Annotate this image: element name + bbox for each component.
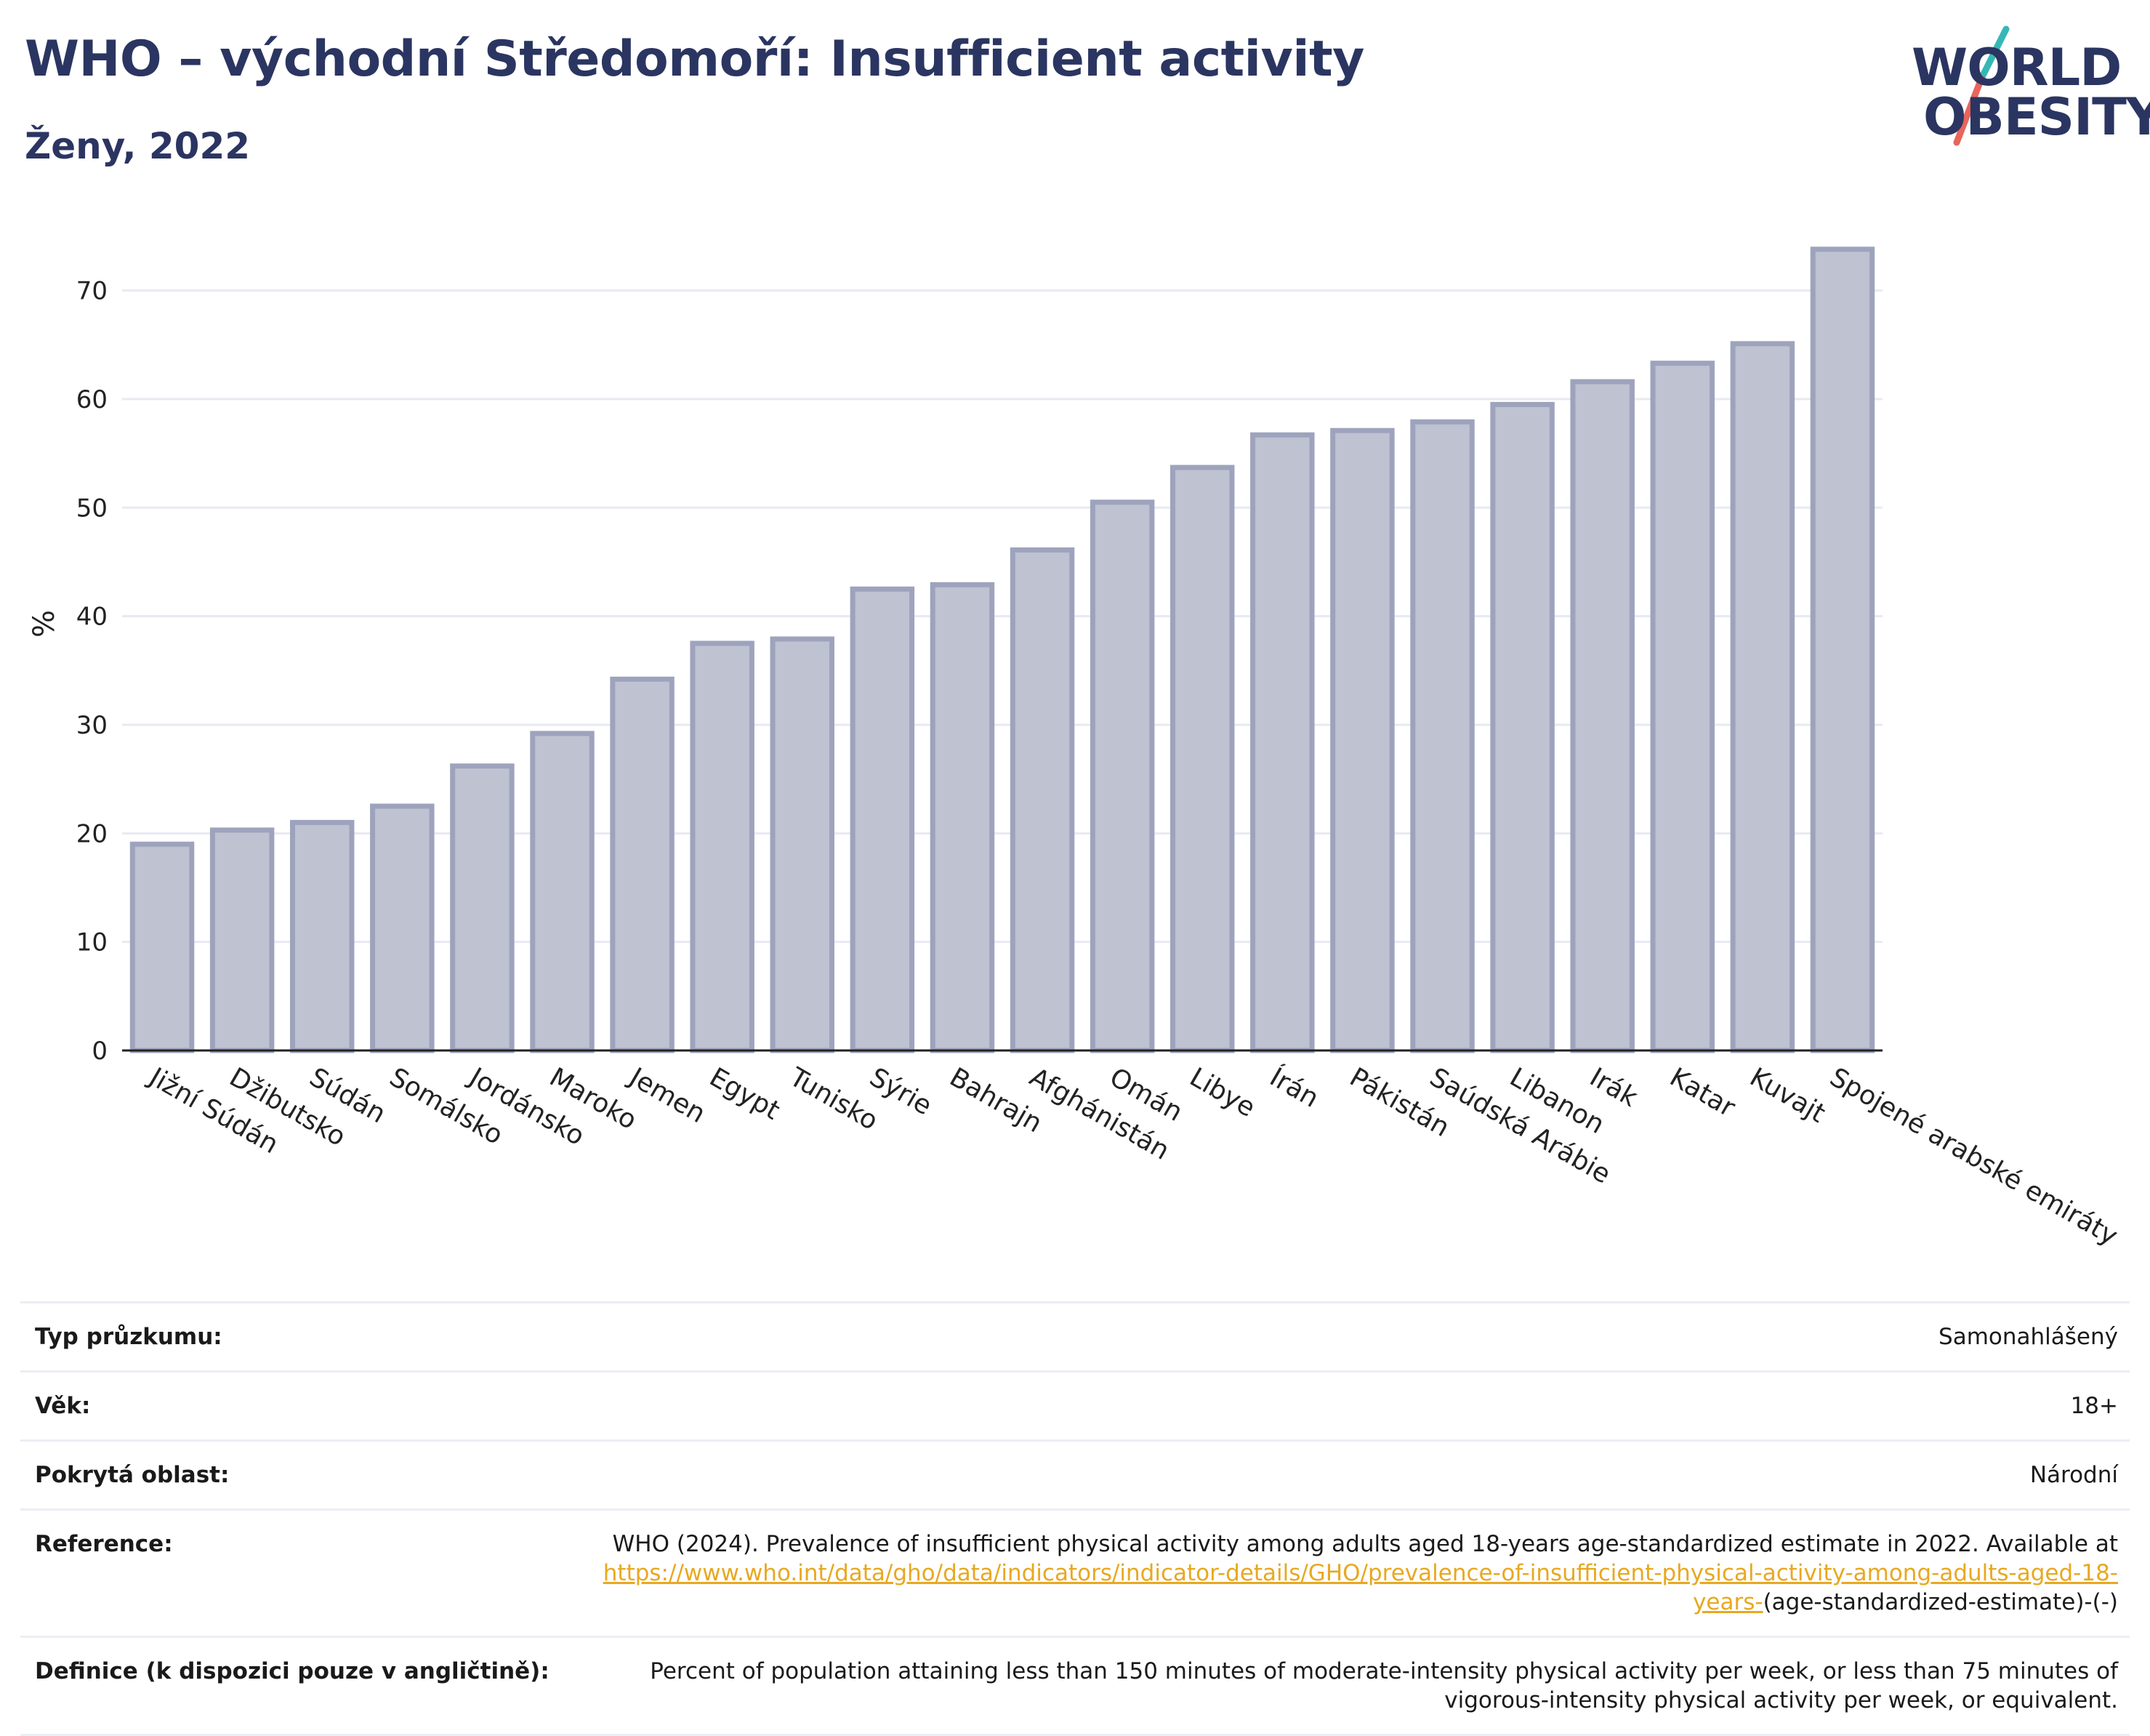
info-table: Typ průzkumu: Samonahlášený Věk: 18+ Pok… — [20, 1301, 2130, 1736]
x-tick-label: Libye — [1185, 1062, 1260, 1123]
y-tick-label: 50 — [76, 494, 108, 523]
area-label: Pokrytá oblast: — [35, 1462, 230, 1488]
bar — [770, 636, 835, 1053]
survey-value: Samonahlášený — [1938, 1324, 2118, 1350]
y-tick-label: 60 — [76, 385, 108, 414]
bar — [1490, 401, 1555, 1053]
bar — [530, 731, 595, 1053]
x-tick-label: Bahrajn — [944, 1062, 1047, 1138]
info-row-age: Věk: 18+ — [20, 1370, 2130, 1439]
y-axis-label: % — [28, 610, 61, 638]
age-label: Věk: — [35, 1393, 91, 1419]
y-tick-label: 10 — [76, 928, 108, 957]
world-obesity-logo: WORLD OBESITY — [1890, 20, 2150, 158]
bar — [289, 819, 355, 1053]
y-tick-label: 70 — [76, 277, 108, 306]
info-row-reference: Reference: WHO (2024). Prevalence of ins… — [20, 1508, 2130, 1636]
bar — [1570, 379, 1635, 1053]
bar — [610, 676, 675, 1053]
bar — [1410, 419, 1475, 1053]
bar — [850, 586, 915, 1053]
info-row-area: Pokrytá oblast: Národní — [20, 1439, 2130, 1508]
x-tick-label: Írán — [1265, 1061, 1324, 1114]
info-row-survey: Typ průzkumu: Samonahlášený — [20, 1301, 2130, 1370]
reference-value: WHO (2024). Prevalence of insufficient p… — [563, 1530, 2118, 1617]
bar — [209, 827, 275, 1053]
logo-slash-icon — [1953, 25, 2010, 146]
y-tick-label: 0 — [92, 1037, 108, 1066]
bar — [930, 582, 995, 1053]
bar — [690, 640, 754, 1053]
reference-tail: (age-standardized-estimate)-(-) — [1763, 1589, 2118, 1615]
bar — [1169, 465, 1235, 1053]
reference-label: Reference: — [35, 1531, 173, 1557]
bars — [129, 246, 1875, 1053]
reference-link[interactable]: https://www.who.int/data/gho/data/indica… — [603, 1560, 2118, 1615]
x-tick-label: Spojené arabské emiráty — [1824, 1062, 2122, 1251]
definition-label: Definice (k dispozici pouze v angličtině… — [35, 1658, 549, 1684]
bar — [1090, 499, 1155, 1053]
bar — [1250, 432, 1315, 1053]
x-tick-label: Katar — [1664, 1062, 1740, 1123]
bar — [1010, 547, 1075, 1053]
age-value: 18+ — [2070, 1393, 2118, 1419]
bar — [1330, 427, 1395, 1053]
x-tick-label: Tunisko — [784, 1062, 882, 1136]
y-tick-label: 40 — [76, 603, 108, 632]
definition-value: Percent of population attaining less tha… — [650, 1658, 2118, 1713]
area-value: Národní — [2029, 1462, 2118, 1488]
bar — [129, 841, 195, 1053]
bar — [450, 763, 515, 1053]
logo-line-1: WORLD — [1912, 38, 2122, 97]
bar — [1730, 341, 1795, 1053]
reference-text: WHO (2024). Prevalence of insufficient p… — [612, 1531, 2118, 1557]
chart-subtitle: Ženy, 2022 — [25, 125, 251, 167]
x-tick-label: Egypt — [704, 1062, 784, 1125]
y-tick-label: 20 — [76, 819, 108, 848]
logo-line-2: OBESITY — [1923, 87, 2150, 147]
x-tick-label: Kuvajt — [1744, 1062, 1830, 1129]
survey-label: Typ průzkumu: — [35, 1324, 222, 1350]
info-row-definition: Definice (k dispozici pouze v angličtině… — [20, 1636, 2130, 1736]
bar — [1650, 361, 1715, 1053]
y-tick-label: 30 — [76, 711, 108, 740]
bar — [370, 803, 435, 1053]
chart-title: WHO – východní Středomoří: Insufficient … — [25, 31, 1364, 88]
bar — [1810, 246, 1875, 1053]
